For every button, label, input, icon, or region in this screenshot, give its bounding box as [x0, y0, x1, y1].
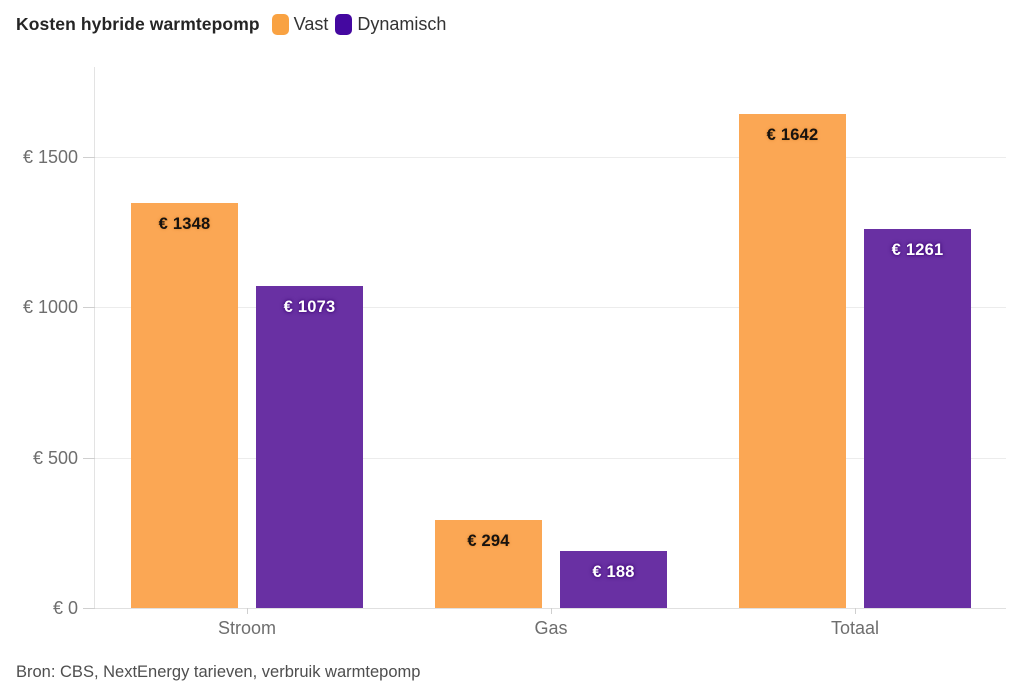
bar-value-label: € 1073 — [283, 298, 336, 316]
bar-dynamisch-totaal: € 1261 — [864, 229, 971, 608]
legend-label: Dynamisch — [357, 14, 447, 34]
category-label-stroom: Stroom — [217, 618, 277, 638]
category-label-totaal: Totaal — [830, 618, 880, 638]
y-axis-tick-label: € 500 — [32, 448, 78, 468]
bar-vast-totaal: € 1642 — [739, 114, 846, 608]
bar-dynamisch-gas: € 188 — [560, 551, 667, 608]
legend-label: Vast — [293, 14, 329, 34]
legend: Vast Dynamisch — [271, 14, 454, 35]
bar-value-label: € 294 — [467, 532, 510, 550]
x-axis-tick — [247, 608, 248, 614]
bar-dynamisch-stroom: € 1073 — [256, 286, 363, 608]
bar-value-label: € 1642 — [766, 126, 819, 144]
y-axis-tick — [83, 458, 95, 459]
y-axis-labels: € 0 € 500 € 1000 € 1500 — [0, 67, 78, 618]
legend-item-vast: Vast — [271, 14, 329, 35]
category-label-gas: Gas — [534, 618, 568, 638]
y-axis-tick — [83, 157, 95, 158]
bar-value-label: € 188 — [592, 563, 635, 581]
gridline-1500 — [95, 157, 1006, 158]
legend-item-dynamisch: Dynamisch — [335, 14, 446, 35]
bar-value-label: € 1348 — [158, 215, 211, 233]
x-axis-tick — [855, 608, 856, 614]
y-axis-tick-label: € 1000 — [22, 297, 78, 317]
gridline-0 — [95, 608, 1006, 609]
bar-vast-stroom: € 1348 — [131, 203, 238, 608]
y-axis-tick-label: € 0 — [52, 598, 78, 618]
x-axis-tick — [551, 608, 552, 614]
y-axis-tick-label: € 1500 — [22, 147, 78, 167]
chart-header: Kosten hybride warmtepomp Vast Dynamisch — [16, 14, 453, 35]
chart-title: Kosten hybride warmtepomp — [16, 14, 260, 34]
plot-area: € 1348 € 1073 Stroom € 294 € 188 Gas € 1642 € 1… — [83, 67, 1006, 638]
source-note: Bron: CBS, NextEnergy tarieven, verbruik… — [16, 663, 421, 681]
legend-swatch-icon — [271, 14, 289, 35]
bar-vast-gas: € 294 — [435, 520, 542, 608]
gridline-1000 — [95, 307, 1006, 308]
y-axis-tick — [83, 307, 95, 308]
bar-value-label: € 1261 — [891, 241, 944, 259]
gridline-500 — [95, 458, 1006, 459]
legend-swatch-icon — [335, 14, 353, 35]
y-axis-tick — [83, 608, 95, 609]
